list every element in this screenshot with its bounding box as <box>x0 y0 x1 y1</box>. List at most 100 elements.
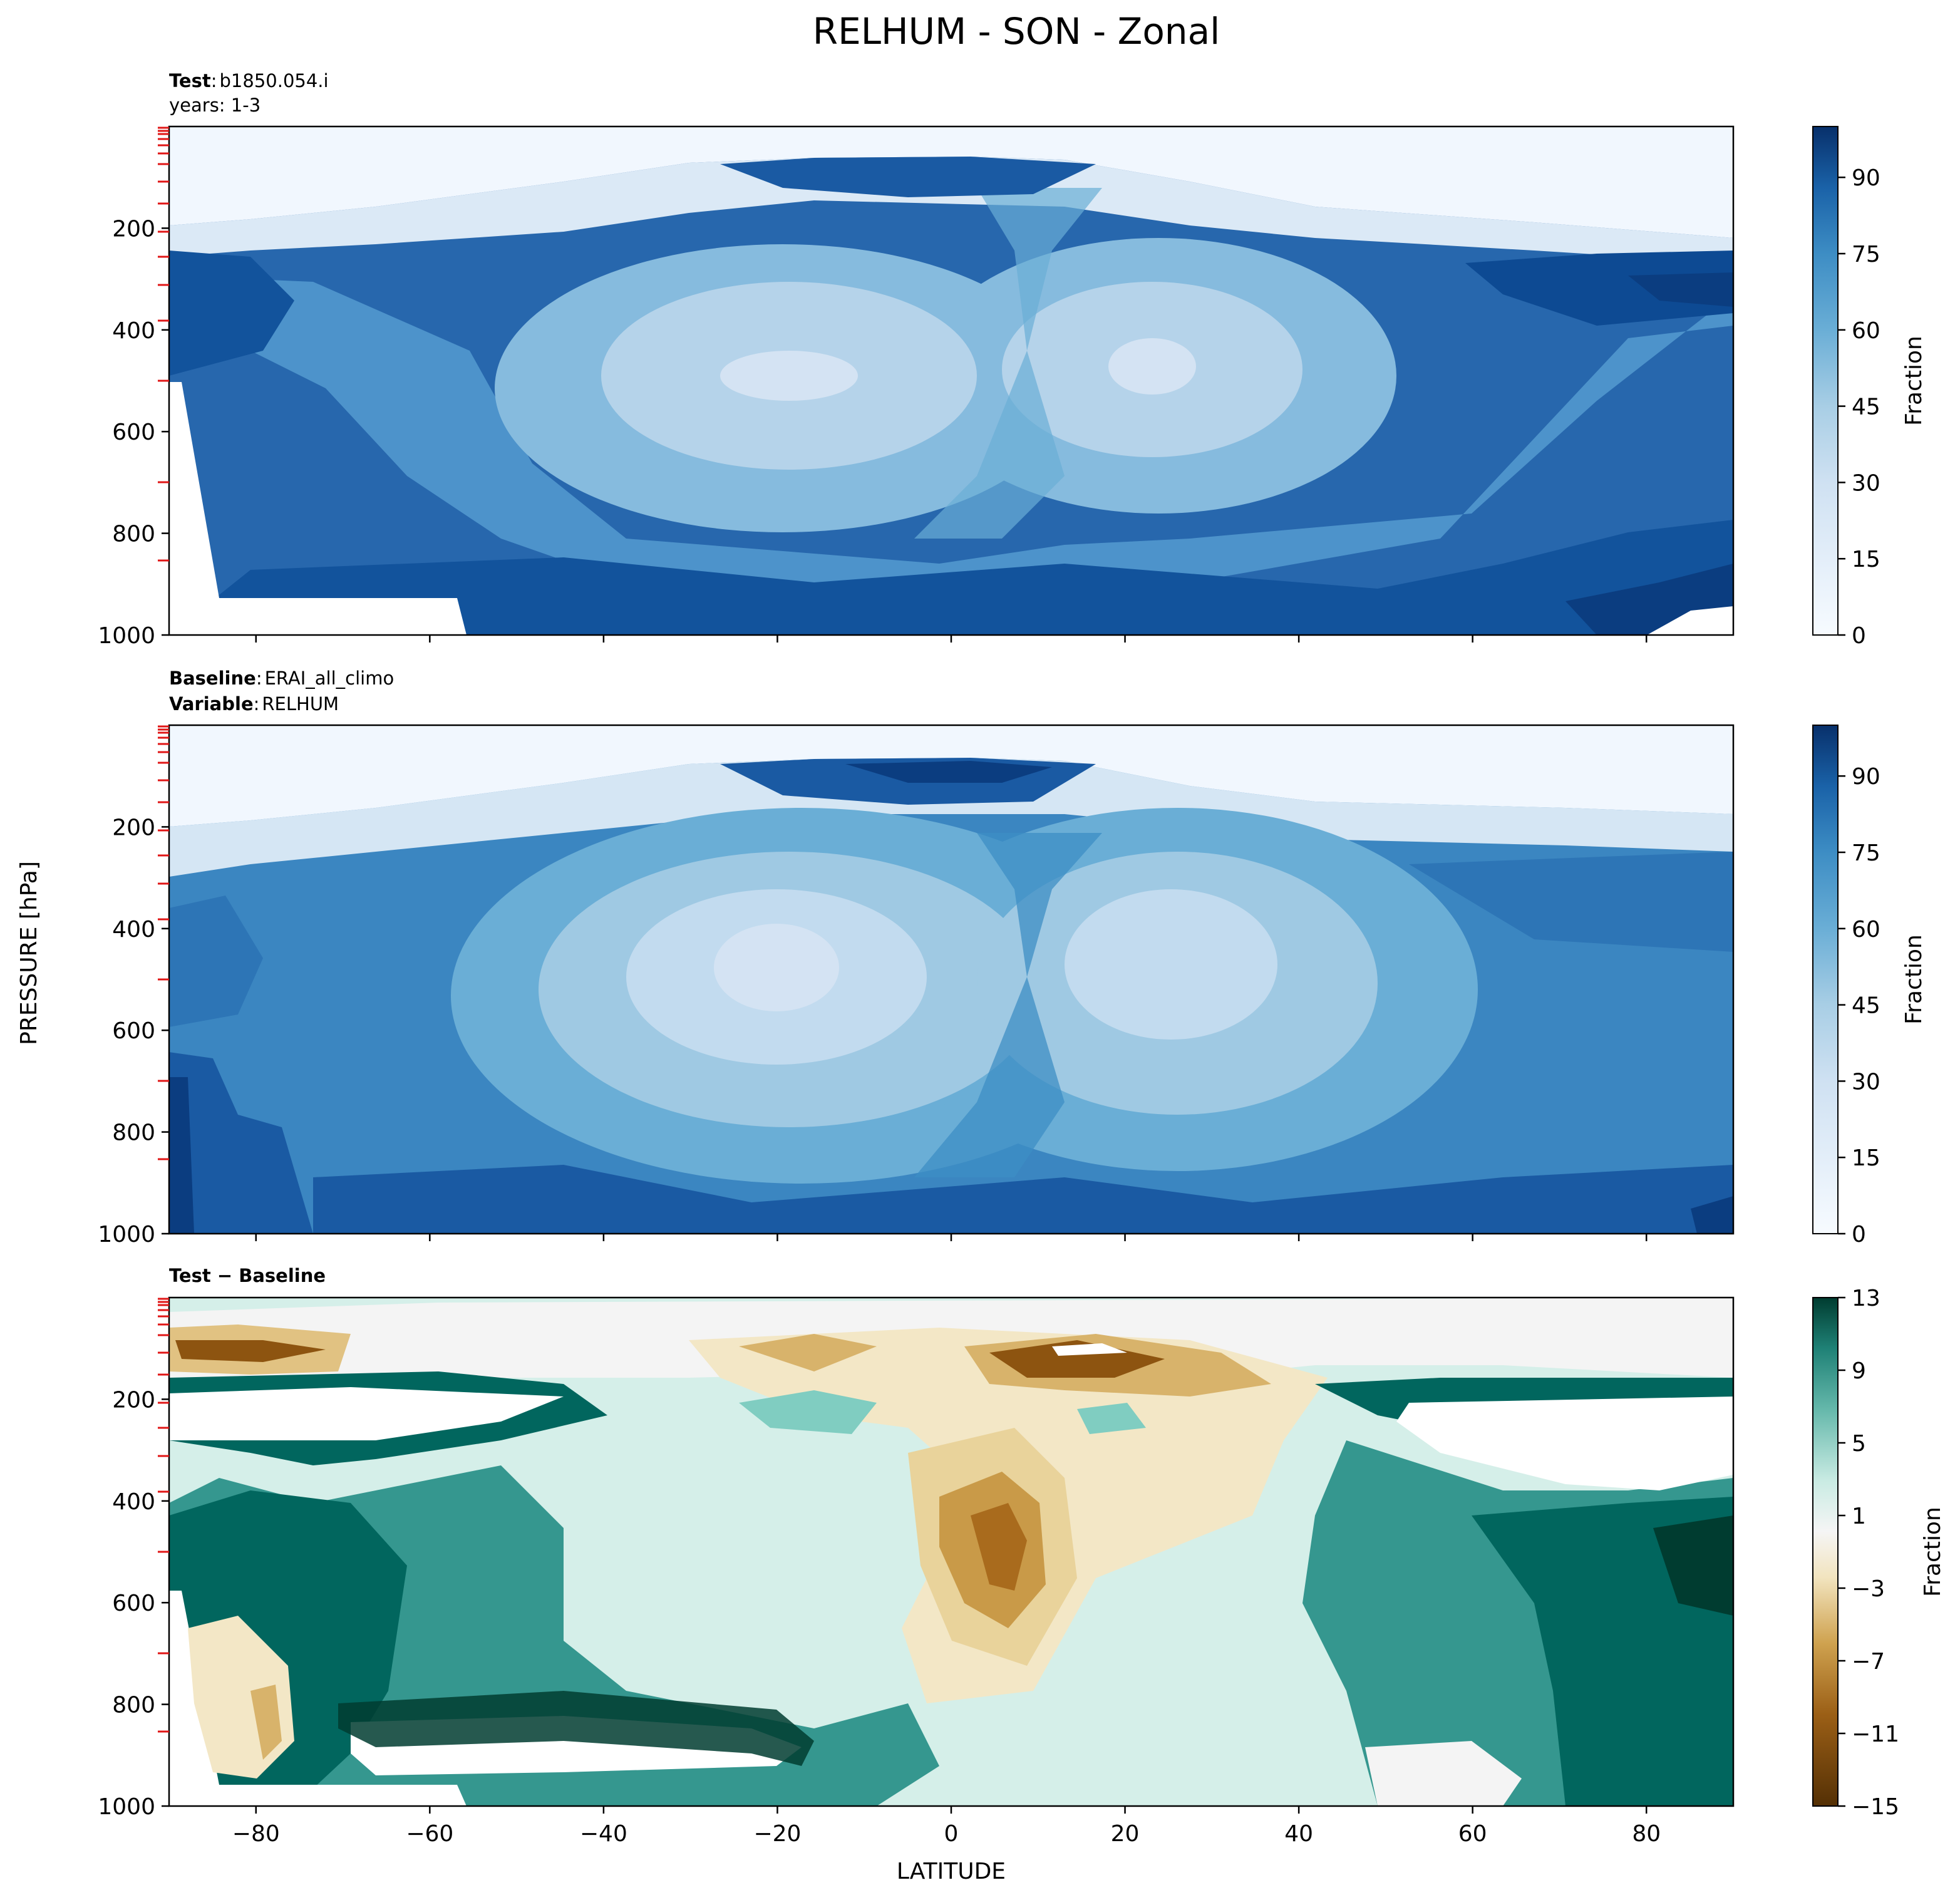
colorbar-tick-label: 1 <box>1852 1504 1866 1529</box>
contour-band <box>1465 250 1733 326</box>
colorbar-tick-label: −11 <box>1852 1722 1899 1747</box>
colorbar-ticks: −15 −11 −7 −3 1 5 9 13 <box>1838 1286 1899 1820</box>
header-bold: Test <box>169 70 211 91</box>
contour-band <box>169 520 1733 635</box>
colorbar-tick-label: 60 <box>1852 318 1880 344</box>
colorbar-tick-label: 60 <box>1852 917 1880 942</box>
colorbar-ticks: 0 15 30 45 60 75 90 <box>1838 764 1880 1247</box>
level-ticks <box>158 126 169 562</box>
contour-band <box>714 924 839 1011</box>
header-bold: Variable <box>169 693 254 715</box>
colorbar-tick-label: 75 <box>1852 242 1880 267</box>
x-tick-label: 40 <box>1284 1821 1313 1847</box>
y-tick-label: 1000 <box>98 623 155 649</box>
x-tick-label: 0 <box>944 1821 959 1847</box>
colorbar-tick-label: 30 <box>1852 470 1880 496</box>
colorbar-tick-label: 30 <box>1852 1069 1880 1095</box>
colorbar-tick-label: 15 <box>1852 1145 1880 1171</box>
contour-band <box>169 250 294 376</box>
header-bold: Baseline <box>169 668 256 689</box>
contour-band <box>989 1340 1165 1378</box>
header-sep: : <box>211 70 217 91</box>
y-tick-label: 600 <box>112 1591 155 1616</box>
colorbar-tick-label: 75 <box>1852 840 1880 866</box>
contour-band <box>338 1691 814 1766</box>
y-tick-label: 1000 <box>98 1794 155 1820</box>
contour-band <box>1396 1397 1733 1490</box>
y-axis: 200 400 600 800 1000 <box>98 1387 169 1820</box>
colorbar-ticks: 0 15 30 45 60 75 90 <box>1838 165 1880 649</box>
header-text: b1850.054.i <box>220 70 329 91</box>
missing-data <box>1647 606 1733 635</box>
colorbar-label: Fraction <box>1901 934 1927 1025</box>
contour-band <box>1108 338 1196 395</box>
contour-band <box>169 1052 313 1234</box>
contour-band <box>739 1334 877 1371</box>
x-axis-ticks <box>255 635 1648 643</box>
contour-band <box>720 351 858 401</box>
x-tick-label: 60 <box>1458 1821 1487 1847</box>
contour-band <box>169 725 1733 827</box>
contour-band <box>1065 889 1277 1040</box>
header-sep: : <box>254 693 260 715</box>
x-axis-label: LATITUDE <box>897 1859 1006 1884</box>
y-tick-label: 400 <box>112 1489 155 1515</box>
contour-band <box>169 276 1733 595</box>
x-tick-label: −60 <box>406 1821 453 1847</box>
contour-field <box>169 1298 1733 1806</box>
y-tick-label: 200 <box>112 216 155 242</box>
contour-band <box>914 188 1102 539</box>
panel-baseline: Baseline: ERAI_all_climo Variable: RELHUM <box>98 668 1927 1247</box>
panel-header-line: Test − Baseline <box>169 1265 326 1286</box>
y-tick-label: 400 <box>112 318 155 344</box>
header-text: RELHUM <box>262 693 339 715</box>
contour-band <box>1691 1196 1733 1234</box>
contour-field <box>169 126 1733 635</box>
colorbar-tick-label: 0 <box>1852 1222 1866 1247</box>
missing-data <box>169 1591 467 1806</box>
y-axis: 200 400 600 800 1000 <box>98 216 169 649</box>
y-tick-label: 800 <box>112 1693 155 1718</box>
y-tick-label: 800 <box>112 1120 155 1146</box>
colorbar-tick-label: 13 <box>1852 1286 1880 1311</box>
colorbar-tick-label: 0 <box>1852 623 1866 649</box>
panel-header-line: Variable: RELHUM <box>169 693 339 715</box>
colorbar-tick-label: −15 <box>1852 1794 1899 1820</box>
panel-header-line: years: 1-3 <box>169 95 260 116</box>
x-axis-ticks: −80 −60 −40 −20 0 20 40 60 80 <box>232 1806 1661 1847</box>
y-axis: 200 400 600 800 1000 <box>98 815 169 1247</box>
colorbar-tick-label: 90 <box>1852 764 1880 790</box>
contour-band <box>1472 1497 1733 1806</box>
colorbar-tick-label: −3 <box>1852 1576 1885 1602</box>
colorbar-tick-label: −7 <box>1852 1649 1885 1675</box>
contour-band <box>1052 1343 1127 1356</box>
contour-band <box>169 1077 194 1234</box>
colorbar-tick-label: 15 <box>1852 547 1880 572</box>
level-ticks <box>158 1298 169 1733</box>
contour-band <box>1653 1515 1733 1616</box>
contour-band <box>845 761 1052 783</box>
contour-band <box>169 157 1733 263</box>
panel-difference: Test − Baseline <box>98 1265 1946 1847</box>
missing-data <box>169 382 467 635</box>
contour-band <box>739 1390 877 1434</box>
colorbar-label: Fraction <box>1901 336 1927 426</box>
colorbar-label: Fraction <box>1920 1507 1946 1597</box>
y-tick-label: 600 <box>112 420 155 445</box>
colorbar <box>1812 1297 1839 1807</box>
contour-band <box>1628 272 1733 307</box>
contour-band <box>313 1165 1733 1234</box>
contour-band <box>971 1503 1027 1591</box>
y-tick-label: 1000 <box>98 1222 155 1247</box>
y-axis-label: PRESSURE [hPa] <box>16 861 42 1045</box>
x-tick-label: −80 <box>232 1821 280 1847</box>
contour-band <box>169 758 1733 877</box>
y-tick-label: 200 <box>112 815 155 840</box>
x-tick-label: −40 <box>580 1821 627 1847</box>
contour-band <box>1409 852 1733 952</box>
colorbar-tick-label: 45 <box>1852 993 1880 1019</box>
contour-band <box>720 157 1096 197</box>
contour-band <box>1077 1403 1146 1434</box>
colorbar <box>1812 725 1839 1234</box>
